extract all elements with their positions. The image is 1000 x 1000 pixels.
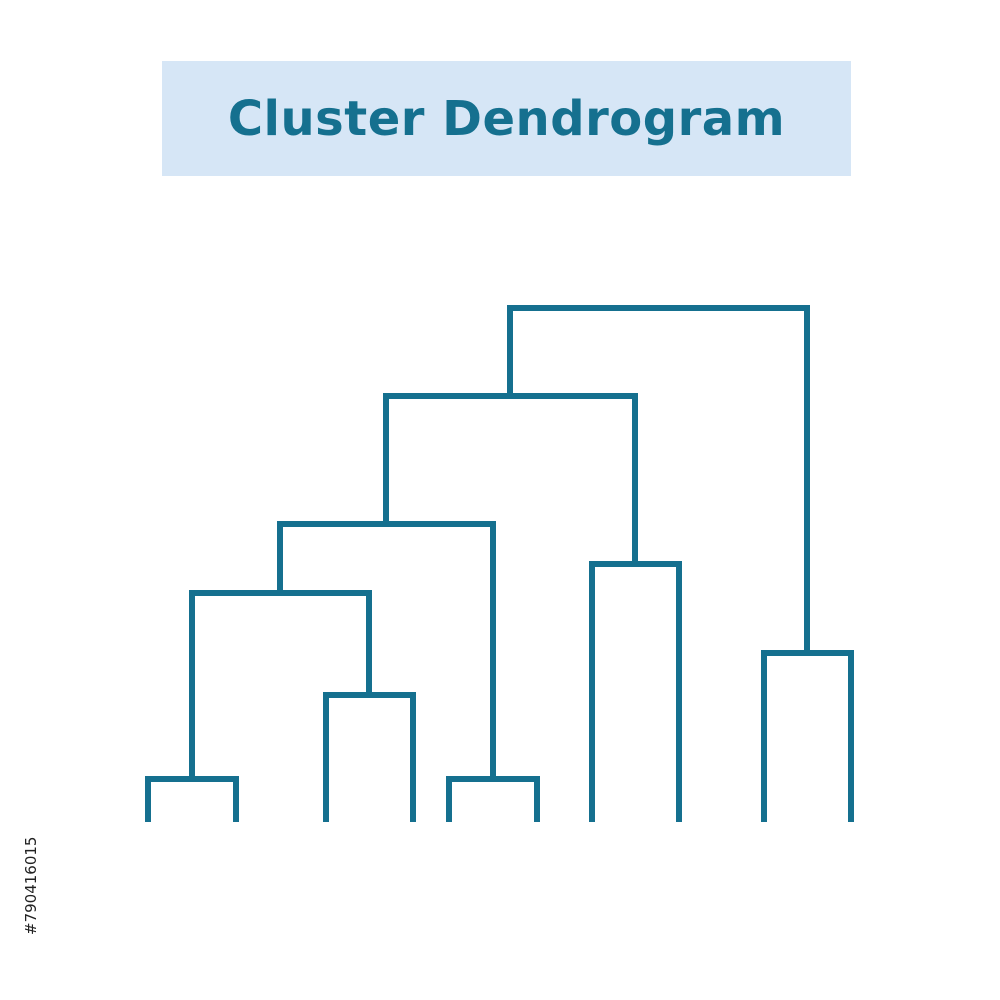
- merge-with-pair-4: [383, 393, 638, 564]
- leaf-pair-5: [761, 650, 854, 822]
- image-id-watermark: #790416015: [22, 836, 40, 935]
- merge-pairs-1-2: [189, 590, 372, 779]
- root-merge: [507, 305, 810, 653]
- leaf-pair-4: [589, 561, 682, 822]
- title-banner: Cluster Dendrogram: [162, 61, 851, 176]
- leaf-pair-1: [145, 776, 239, 822]
- leaf-pair-3: [446, 776, 540, 822]
- merge-with-pair-3: [277, 521, 496, 779]
- leaf-pair-2: [323, 692, 416, 822]
- page-title: Cluster Dendrogram: [227, 90, 786, 147]
